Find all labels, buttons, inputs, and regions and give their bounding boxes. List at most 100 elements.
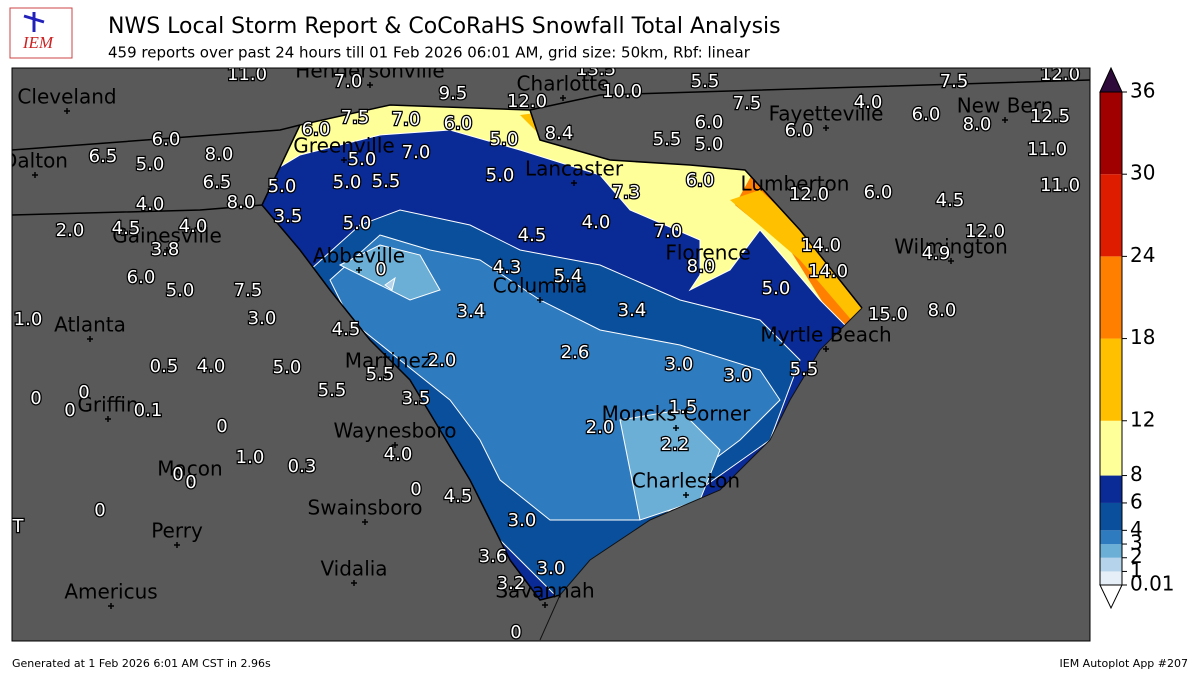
city-label: Charleston — [632, 469, 740, 493]
report-value: 4.0 — [197, 356, 226, 377]
report-value: 7.0 — [654, 221, 683, 242]
city-label: Greenville — [293, 134, 394, 158]
report-value: 5.0 — [333, 172, 362, 193]
report-value: 5.0 — [762, 278, 791, 299]
report-value: 6.0 — [695, 112, 724, 133]
coastline — [539, 307, 863, 641]
city-label: Fayetteville — [769, 102, 884, 126]
report-value: 5.0 — [490, 129, 519, 150]
report-value: 15.0 — [868, 304, 908, 325]
city-label: Wilmington — [894, 235, 1008, 259]
colorbar-under — [1099, 584, 1123, 610]
colorbar-segment — [1100, 92, 1122, 175]
report-value: 11.0 — [227, 64, 267, 85]
report-value: 6.0 — [152, 129, 181, 150]
footer-right: IEM Autoplot App #207 — [1060, 657, 1189, 670]
report-value: 4.0 — [582, 212, 611, 233]
report-value: 4.5 — [936, 190, 965, 211]
report-value: 2.0 — [586, 417, 615, 438]
report-value: 5.0 — [268, 176, 297, 197]
report-value: 5.5 — [366, 364, 395, 385]
city-marker — [187, 480, 193, 486]
report-value: 3.8 — [151, 239, 180, 260]
colorbar-segment — [1100, 256, 1122, 339]
report-value: 3.5 — [402, 388, 431, 409]
report-value: 8.4 — [545, 123, 574, 144]
city-marker — [571, 180, 577, 186]
city-marker — [108, 603, 114, 609]
colorbar-segment — [1100, 571, 1122, 585]
city-marker — [164, 247, 170, 253]
report-value: 5.5 — [318, 380, 347, 401]
state-borders — [12, 79, 1090, 601]
colorbar-segment — [1100, 338, 1122, 421]
labels: Hendersonville Charlotte Cleveland Fayettev… — [12, 64, 1081, 641]
city-marker — [542, 602, 548, 608]
colorbar-tick-label: 12 — [1130, 407, 1155, 431]
report-value: 8.0 — [227, 192, 256, 213]
city-marker — [351, 580, 357, 586]
city-marker — [673, 425, 679, 431]
city-marker — [356, 267, 362, 273]
report-value: 0 — [78, 382, 89, 403]
city-label: Americus — [64, 580, 157, 604]
report-value: 0 — [94, 500, 105, 521]
colorbar-segment — [1100, 174, 1122, 257]
report-value: 7.5 — [733, 93, 762, 114]
city-label: Swainsboro — [308, 496, 423, 520]
colorbar-tick-label: 3 — [1130, 531, 1143, 555]
report-value: 8.0 — [928, 300, 957, 321]
report-value: 5.5 — [372, 171, 401, 192]
report-value: 0 — [216, 416, 227, 437]
report-value: 4.5 — [518, 225, 547, 246]
colorbar-segment — [1100, 475, 1122, 503]
report-value: 1.0 — [236, 447, 265, 468]
city-label: Vidalia — [320, 557, 387, 581]
report-value: 4.5 — [444, 486, 473, 507]
city-marker — [362, 519, 368, 525]
report-value: 5.5 — [691, 71, 720, 92]
report-value: 12.0 — [1040, 64, 1080, 85]
report-value: 8.0 — [205, 144, 234, 165]
report-value: 0.1 — [134, 400, 163, 421]
colorbar-tick-label: 1 — [1130, 558, 1143, 582]
report-value: 6.5 — [89, 146, 118, 167]
colorbar-tick-label: 24 — [1130, 243, 1155, 267]
report-value: 12.5 — [1030, 106, 1070, 127]
colorbar-segment — [1100, 530, 1122, 545]
report-value: 4.3 — [493, 257, 522, 278]
report-value: 3.4 — [457, 301, 486, 322]
report-value: 3.0 — [665, 354, 694, 375]
report-value: 7.5 — [940, 71, 969, 92]
colorbar-tick-label: 0.01 — [1130, 572, 1175, 596]
city-marker — [537, 297, 543, 303]
city-marker — [341, 157, 347, 163]
colorbar-tick-label: 18 — [1130, 325, 1155, 349]
report-value: 11.0 — [1027, 139, 1067, 160]
colorbar-tick-label: 30 — [1130, 161, 1155, 185]
city-label: Moncks Corner — [602, 402, 752, 426]
report-value: 0 — [375, 259, 386, 280]
city-marker — [823, 346, 829, 352]
report-value: 3.2 — [497, 573, 526, 594]
report-value: 5.5 — [790, 359, 819, 380]
report-value: 14.0 — [808, 261, 848, 282]
city-label: Cleveland — [17, 85, 116, 109]
city-label: Gainesville — [112, 224, 222, 248]
city-label: Perry — [151, 519, 203, 543]
report-value: 5.0 — [486, 165, 515, 186]
city-label: Lancaster — [525, 157, 624, 181]
report-value: 7.0 — [334, 71, 363, 92]
city-marker — [174, 542, 180, 548]
city-label: Columbia — [493, 274, 587, 298]
report-value: 4.0 — [136, 194, 165, 215]
report-value: 1.0 — [14, 309, 43, 330]
city-label: Macon — [157, 457, 222, 481]
report-value: 6.0 — [686, 170, 715, 191]
city-label: Martinez — [345, 349, 432, 373]
city-marker — [560, 95, 566, 101]
report-value: 7.0 — [392, 109, 421, 130]
colorbar-tick-label: 8 — [1130, 462, 1143, 486]
report-value: 4.0 — [179, 216, 208, 237]
report-value: 6.0 — [444, 113, 473, 134]
